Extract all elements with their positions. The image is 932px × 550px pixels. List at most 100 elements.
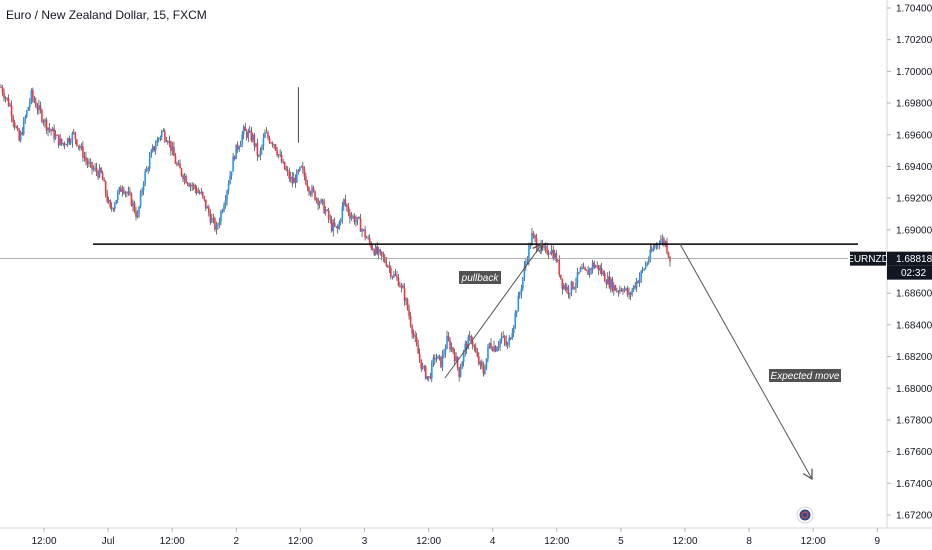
candle-body [19, 132, 22, 141]
last-price-badge [887, 251, 932, 266]
candle-body [455, 356, 457, 362]
candle-body [241, 134, 244, 144]
candle-body [377, 249, 380, 254]
x-tick-label: 12:00 [416, 536, 441, 547]
countdown-badge [887, 265, 932, 280]
candle-body [3, 93, 5, 99]
candle-body [631, 290, 633, 295]
candle-body [245, 130, 248, 138]
candle-body [356, 217, 359, 221]
candle-body [617, 291, 620, 293]
candle-body [329, 218, 331, 220]
candle-body [126, 192, 128, 194]
candle-body [18, 129, 21, 141]
candle-body [326, 209, 328, 211]
candle-body [204, 199, 207, 209]
candle-body [95, 167, 98, 173]
candle-body [159, 136, 162, 139]
candle-body [371, 248, 374, 250]
expected-move-label: Expected move [771, 371, 840, 382]
pullback-label-bg[interactable] [459, 271, 501, 284]
candle-body [109, 200, 112, 208]
candle-body [637, 281, 639, 283]
candle-body [117, 192, 119, 201]
candle-body [625, 288, 627, 290]
candle-body [162, 130, 165, 132]
candle-body [261, 145, 263, 151]
candle-body [667, 252, 670, 257]
candle-body [411, 325, 413, 334]
candle-body [16, 127, 19, 130]
candle-body [29, 101, 31, 108]
candle-body [141, 190, 143, 194]
x-tick-label: 8 [746, 536, 752, 547]
candle-body [590, 268, 592, 270]
candle-body [426, 376, 429, 379]
candle-body [450, 347, 453, 350]
y-tick-label: 1.68000 [896, 384, 932, 395]
expected-move-arrow[interactable] [679, 243, 813, 481]
candle-body [522, 277, 524, 289]
candle-body [488, 342, 491, 348]
candle-body [239, 143, 242, 147]
candle-body [74, 132, 77, 140]
candle-body [209, 213, 212, 223]
candle-body [292, 177, 295, 184]
candle-body [121, 189, 124, 192]
candle-body [502, 336, 504, 338]
candle-body [569, 293, 571, 295]
candle-body [626, 288, 629, 295]
candle-body [608, 276, 611, 288]
candle-body [563, 285, 565, 289]
candle-body [607, 276, 609, 285]
candle-body [69, 142, 72, 144]
candle-body [192, 185, 195, 186]
y-tick-label: 1.67200 [896, 511, 932, 522]
candle-body [423, 366, 426, 368]
candle-body [21, 132, 24, 135]
candle-body [350, 216, 353, 219]
expected-move-label-bg[interactable] [769, 369, 841, 382]
candle-body [647, 259, 650, 263]
candle-body [399, 285, 401, 288]
candle-body [555, 252, 558, 261]
replay-icon[interactable] [796, 506, 814, 524]
candle-body [403, 288, 406, 301]
candle-body [587, 271, 589, 275]
candle-body [174, 156, 177, 164]
candle-body [203, 196, 206, 200]
candle-body [487, 347, 489, 359]
candle-body [505, 340, 507, 346]
candle-body [579, 267, 582, 273]
pullback-arrow[interactable] [444, 242, 543, 379]
candle-body [332, 222, 335, 232]
candle-body [299, 167, 301, 171]
candle-body [258, 155, 260, 157]
candle-body [585, 269, 588, 272]
candle-body [76, 139, 78, 146]
candle-body [317, 198, 319, 205]
y-tick-label: 1.69400 [896, 162, 932, 173]
candle-body [92, 168, 95, 170]
x-tick-label: 12:00 [544, 536, 569, 547]
candle-body [346, 204, 348, 207]
symbol-badge [850, 251, 886, 266]
candle-body [588, 268, 591, 275]
candle-body [464, 343, 467, 352]
candle-body [173, 146, 175, 157]
y-tick-label: 1.68200 [896, 352, 932, 363]
candle-body [640, 271, 642, 278]
candle-body [200, 191, 203, 194]
symbol-badge-label: EURNZD [847, 254, 889, 265]
candle-body [611, 278, 614, 291]
candle-body [45, 119, 48, 131]
candle-body [440, 356, 442, 368]
candle-body [250, 130, 253, 141]
candle-body [271, 142, 274, 146]
candle-body [7, 98, 10, 107]
candle-body [459, 368, 462, 377]
x-tick-label: 12:00 [801, 536, 826, 547]
candle-body [285, 169, 287, 171]
candle-body [523, 266, 526, 278]
